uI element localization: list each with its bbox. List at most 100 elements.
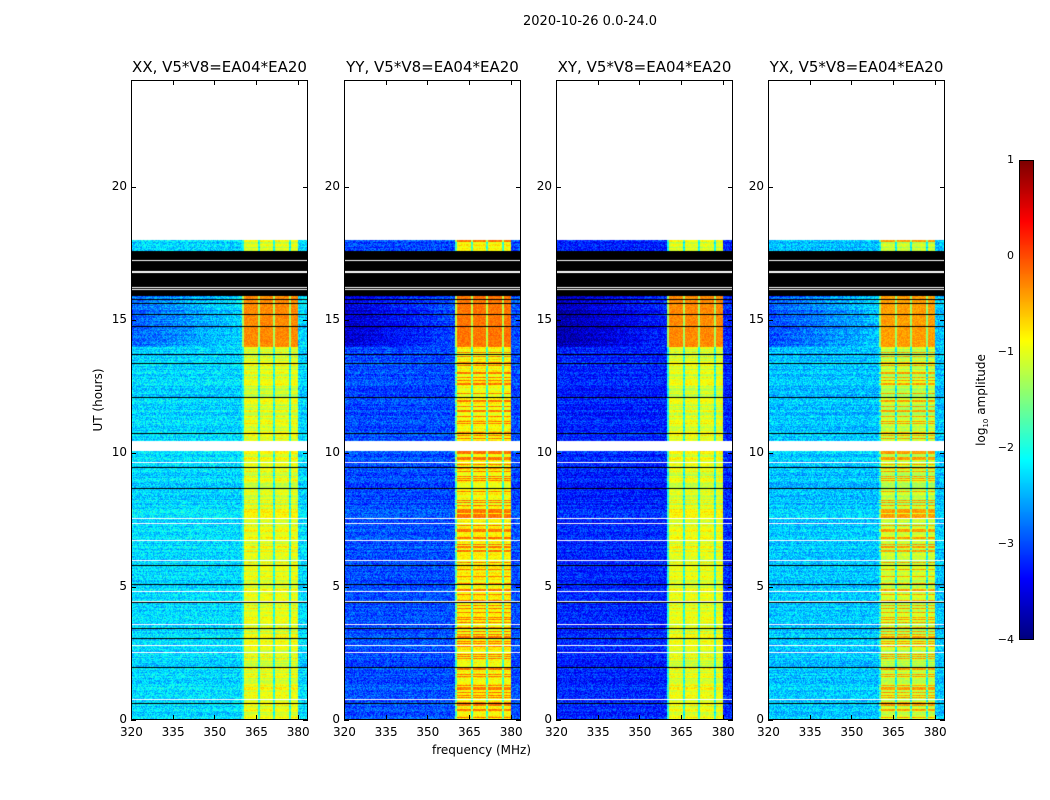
x-tick-mark bbox=[256, 80, 258, 85]
y-tick-mark bbox=[131, 453, 136, 455]
spectrogram-panel-4 bbox=[768, 80, 945, 720]
y-tick-mark bbox=[556, 453, 561, 455]
colorbar-tick-label: 1 bbox=[1007, 153, 1014, 166]
colorbar-tick-label: −3 bbox=[997, 537, 1014, 550]
x-tick-label: 320 bbox=[333, 725, 356, 739]
y-tick-mark bbox=[344, 586, 349, 588]
y-tick-mark bbox=[303, 453, 308, 455]
y-tick-mark bbox=[344, 453, 349, 455]
x-tick-mark bbox=[809, 715, 811, 720]
x-tick-mark bbox=[344, 80, 345, 85]
x-tick-mark bbox=[344, 715, 345, 720]
x-tick-mark bbox=[597, 715, 599, 720]
x-tick-mark bbox=[214, 80, 216, 85]
x-tick-label: 365 bbox=[458, 725, 481, 739]
x-tick-mark bbox=[597, 80, 599, 85]
y-tick-label: 15 bbox=[536, 312, 552, 326]
x-tick-mark bbox=[768, 80, 769, 85]
y-tick-mark bbox=[344, 186, 349, 188]
y-tick-label: 0 bbox=[119, 712, 127, 726]
y-tick-mark bbox=[728, 320, 733, 321]
spectrogram-panel-2 bbox=[344, 80, 521, 720]
y-tick-mark bbox=[516, 320, 521, 321]
y-tick-mark bbox=[516, 453, 521, 455]
y-tick-mark bbox=[303, 586, 308, 588]
x-tick-mark bbox=[297, 80, 299, 85]
x-tick-mark bbox=[556, 715, 557, 720]
y-tick-mark bbox=[940, 320, 945, 321]
y-tick-label: 5 bbox=[332, 578, 340, 593]
y-tick-mark bbox=[131, 720, 136, 721]
y-tick-mark bbox=[768, 186, 773, 188]
colorbar-tick-label: 0 bbox=[1007, 249, 1014, 262]
panel-title: YY, V5*V8=EA04*EA20 bbox=[346, 58, 519, 76]
y-tick-mark bbox=[940, 186, 945, 188]
y-tick-label: 10 bbox=[324, 445, 340, 460]
y-tick-label: 10 bbox=[536, 445, 552, 460]
heatmap-image bbox=[557, 81, 732, 719]
y-tick-label: 5 bbox=[544, 578, 552, 593]
y-tick-label: 20 bbox=[748, 178, 764, 193]
x-tick-mark bbox=[427, 715, 429, 720]
x-tick-mark bbox=[297, 715, 299, 720]
y-tick-label: 20 bbox=[324, 178, 340, 193]
x-tick-mark bbox=[681, 80, 683, 85]
x-tick-mark bbox=[427, 80, 429, 85]
x-tick-mark bbox=[639, 80, 641, 85]
y-tick-mark bbox=[131, 320, 136, 321]
y-tick-label: 15 bbox=[324, 312, 340, 326]
x-tick-label: 380 bbox=[286, 725, 310, 739]
y-tick-mark bbox=[131, 586, 136, 588]
spectrogram-panel-1 bbox=[131, 80, 308, 720]
x-tick-mark bbox=[722, 715, 724, 720]
colorbar-tick-label: −2 bbox=[997, 441, 1014, 454]
x-tick-mark bbox=[469, 80, 471, 85]
x-tick-mark bbox=[722, 80, 724, 85]
x-tick-mark bbox=[510, 715, 512, 720]
y-tick-mark bbox=[303, 320, 308, 321]
y-axis-label: UT (hours) bbox=[91, 368, 105, 432]
y-tick-mark bbox=[556, 586, 561, 588]
x-tick-label: 350 bbox=[416, 725, 440, 739]
colorbar bbox=[1019, 160, 1034, 640]
x-tick-label: 380 bbox=[499, 725, 523, 739]
y-tick-mark bbox=[768, 586, 773, 588]
x-tick-mark bbox=[385, 715, 387, 720]
x-tick-mark bbox=[809, 80, 811, 85]
x-tick-mark bbox=[172, 715, 174, 720]
x-tick-label: 350 bbox=[840, 725, 864, 739]
x-tick-mark bbox=[256, 715, 258, 720]
x-tick-label: 350 bbox=[203, 725, 227, 739]
y-tick-mark bbox=[344, 720, 349, 721]
y-tick-label: 15 bbox=[111, 312, 127, 326]
x-tick-mark bbox=[131, 715, 132, 720]
y-tick-label: 15 bbox=[748, 312, 764, 326]
figure-title: 2020-10-26 0.0-24.0 bbox=[523, 14, 657, 29]
y-tick-mark bbox=[728, 586, 733, 588]
x-tick-label: 365 bbox=[882, 725, 905, 739]
colorbar-tick-label: −1 bbox=[997, 345, 1014, 358]
x-tick-mark bbox=[172, 80, 174, 85]
x-tick-mark bbox=[681, 715, 683, 720]
x-tick-label: 335 bbox=[161, 725, 185, 739]
y-tick-label: 0 bbox=[332, 712, 340, 726]
x-tick-mark bbox=[214, 715, 216, 720]
x-tick-label: 380 bbox=[923, 725, 947, 739]
x-tick-mark bbox=[851, 80, 853, 85]
y-tick-mark bbox=[303, 720, 308, 721]
y-tick-label: 20 bbox=[111, 178, 127, 193]
panel-title: YX, V5*V8=EA04*EA20 bbox=[769, 58, 944, 76]
x-tick-mark bbox=[893, 715, 895, 720]
y-tick-mark bbox=[940, 453, 945, 455]
x-tick-label: 365 bbox=[670, 725, 693, 739]
y-tick-mark bbox=[768, 320, 773, 321]
heatmap-image bbox=[345, 81, 520, 719]
y-tick-mark bbox=[728, 453, 733, 455]
y-tick-label: 5 bbox=[756, 578, 764, 593]
y-tick-label: 20 bbox=[536, 178, 552, 193]
y-tick-mark bbox=[516, 586, 521, 588]
x-tick-mark bbox=[510, 80, 512, 85]
heatmap-image bbox=[769, 81, 944, 719]
y-tick-label: 10 bbox=[748, 445, 764, 460]
x-tick-label: 320 bbox=[120, 725, 143, 739]
